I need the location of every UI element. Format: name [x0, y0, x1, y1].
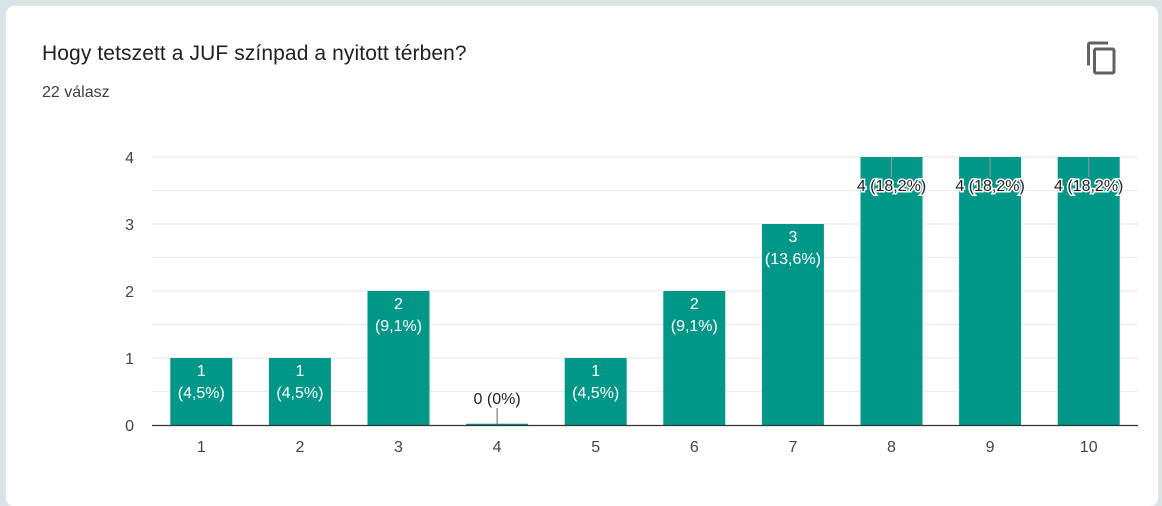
data-label: (13,6%) [765, 251, 821, 268]
data-label: 3 [788, 229, 797, 246]
copy-icon [1087, 41, 1116, 75]
bar [761, 224, 824, 425]
y-tick-label: 0 [125, 418, 134, 435]
bar [564, 358, 627, 425]
data-label: (4,5%) [572, 385, 619, 402]
y-tick-label: 4 [125, 150, 134, 167]
y-tick-label: 2 [125, 284, 134, 301]
bar [170, 358, 233, 425]
copy-chart-button[interactable] [1084, 40, 1120, 76]
x-tick-label: 7 [788, 439, 797, 456]
x-tick-label: 8 [887, 439, 896, 456]
x-tick-label: 10 [1080, 439, 1098, 456]
bar [663, 291, 726, 425]
bar [959, 157, 1022, 425]
data-label: 4 (18,2%) [955, 178, 1024, 195]
bar [860, 157, 923, 425]
bar [367, 291, 430, 425]
data-label: 1 [591, 363, 600, 380]
x-tick-label: 9 [986, 439, 995, 456]
data-label: 0 (0%) [474, 391, 521, 408]
data-label: 4 (18,2%) [1054, 178, 1123, 195]
x-tick-label: 2 [295, 439, 304, 456]
question-title: Hogy tetszett a JUF színpad a nyitott té… [42, 42, 467, 65]
bar [268, 358, 331, 425]
x-tick-label: 3 [394, 439, 403, 456]
data-label: 2 [394, 296, 403, 313]
data-label: 1 [295, 363, 304, 380]
bar [1057, 157, 1120, 425]
y-tick-label: 3 [125, 217, 134, 234]
data-label: (9,1%) [671, 318, 718, 335]
data-label: (9,1%) [375, 318, 422, 335]
response-count: 22 válasz [42, 84, 110, 101]
data-label: 1 [197, 363, 206, 380]
x-tick-label: 4 [493, 439, 502, 456]
x-tick-label: 1 [197, 439, 206, 456]
x-tick-label: 5 [591, 439, 600, 456]
data-label: 4 (18,2%) [857, 178, 926, 195]
data-label: (4,5%) [276, 385, 323, 402]
data-label: (4,5%) [178, 385, 225, 402]
data-label: 2 [690, 296, 699, 313]
x-tick-label: 6 [690, 439, 699, 456]
y-tick-label: 1 [125, 351, 134, 368]
